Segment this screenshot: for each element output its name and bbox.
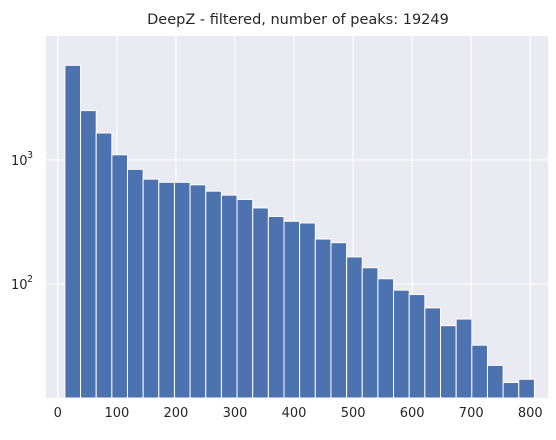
x-tick-label: 100 (104, 406, 129, 421)
y-tick-base: 10 (11, 154, 28, 169)
histogram-bar (455, 318, 473, 399)
x-axis-ticks: 0 100 200 300 400 500 600 700 800 (54, 406, 543, 421)
x-tick-label: 400 (282, 406, 307, 421)
histogram-bar (189, 184, 207, 399)
chart-title: DeepZ - filtered, number of peaks: 19249 (147, 12, 449, 28)
histogram-bar (127, 168, 144, 399)
histogram-bar (142, 178, 160, 399)
x-tick-label: 700 (459, 406, 484, 421)
y-tick-exponent: 3 (27, 150, 33, 161)
histogram-bar (95, 132, 113, 399)
histogram-bar (283, 220, 301, 399)
y-tick-base: 10 (11, 278, 28, 293)
y-tick-exponent: 2 (27, 274, 33, 285)
histogram-bar (111, 154, 129, 399)
x-tick-label: 500 (341, 406, 366, 421)
histogram-bar (393, 289, 410, 399)
histogram-bar (518, 378, 535, 399)
histogram-bar (377, 278, 395, 399)
x-tick-label: 0 (54, 406, 62, 421)
x-tick-label: 200 (164, 406, 189, 421)
histogram-bar (252, 207, 269, 399)
histogram-bar (471, 344, 488, 399)
histogram-bar (236, 198, 254, 399)
histogram-bar (173, 181, 191, 399)
histogram-bar (158, 181, 175, 399)
histogram-bar (64, 64, 82, 399)
histogram-bar (424, 307, 442, 399)
histogram-bar (267, 215, 285, 399)
x-tick-label: 300 (223, 406, 248, 421)
x-tick-label: 600 (400, 406, 425, 421)
histogram-bar (205, 190, 222, 399)
histogram-bar (330, 242, 348, 399)
histogram-bar (361, 267, 379, 399)
histogram-bar (502, 382, 520, 399)
histogram-bar (408, 294, 426, 399)
histogram-bar (346, 256, 363, 399)
y-tick-label: 10 2 (11, 274, 33, 293)
histogram-bar (220, 194, 238, 399)
histogram-bar (486, 364, 504, 399)
y-tick-label: 10 3 (11, 150, 33, 169)
x-tick-label: 800 (518, 406, 543, 421)
histogram-bar (80, 110, 97, 399)
histogram-bar (299, 222, 316, 399)
histogram-bar (314, 238, 332, 399)
histogram-bar (440, 325, 457, 399)
bars (64, 64, 535, 399)
